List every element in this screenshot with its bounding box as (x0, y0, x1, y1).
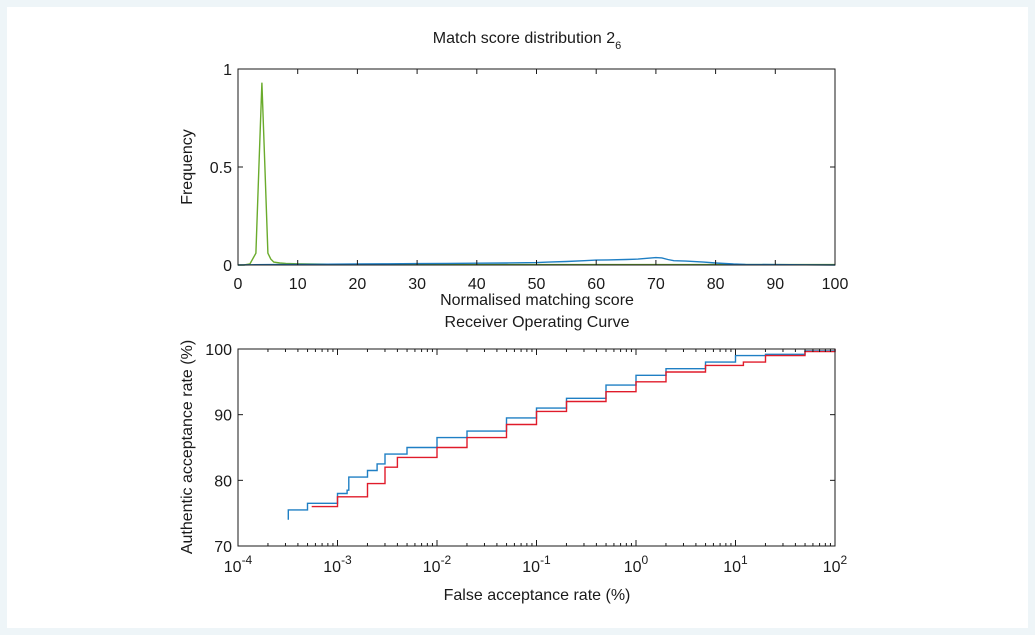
x-tick-label: 100 (624, 553, 649, 576)
x-tick-labels: 10-4 10-3 10-2 10-1 100 101 102 (224, 553, 848, 576)
y-tick-label: 0 (223, 258, 232, 275)
plot-box (237, 348, 836, 547)
figure-canvas: Match score distribution 26 0 10 20 30 40 50 6… (179, 30, 848, 604)
series-line-2 (237, 256, 836, 266)
chart-title: Receiver Operating Curve (445, 314, 630, 331)
x-tick-labels: 0 10 20 30 40 50 60 70 80 90 100 (234, 276, 849, 293)
series-lines (287, 349, 836, 520)
x-tick-label: 30 (408, 276, 426, 293)
x-axis-label: False acceptance rate (%) (444, 587, 631, 604)
figure-frame: Match score distribution 26 0 10 20 30 40 50 6… (7, 7, 1028, 628)
y-tick-label: 0.5 (210, 160, 232, 177)
x-tick-label: 80 (707, 276, 725, 293)
x-tick-label: 70 (647, 276, 665, 293)
x-tick-label: 102 (823, 553, 848, 576)
x-tick-label: 10-1 (522, 553, 551, 576)
x-tick-label: 90 (766, 276, 784, 293)
plot-box (237, 68, 836, 266)
tick-marks (237, 348, 836, 547)
roc-chart: Receiver Operating Curve 10-4 10-3 10-2 10-… (179, 314, 848, 604)
y-tick-label: 1 (223, 62, 232, 79)
series-lines (237, 82, 836, 266)
tick-marks (237, 68, 836, 266)
x-tick-label: 50 (528, 276, 546, 293)
score-distribution-chart: Match score distribution 26 0 10 20 30 40 50 6… (179, 30, 848, 309)
x-tick-label: 10-3 (323, 553, 352, 576)
roc-line-1 (287, 349, 836, 520)
x-tick-label: 40 (468, 276, 486, 293)
y-tick-label: 70 (214, 539, 232, 556)
y-tick-label: 90 (214, 408, 232, 425)
x-axis-label: Normalised matching score (440, 292, 634, 309)
y-tick-labels: 00.51 (210, 62, 232, 275)
y-tick-label: 100 (205, 342, 232, 359)
y-axis-label: Authentic acceptance rate (%) (179, 340, 196, 554)
series-line-1 (238, 82, 835, 266)
chart-title: Match score distribution 26 (433, 30, 621, 52)
y-tick-label: 80 (214, 473, 232, 490)
y-axis-label: Frequency (179, 129, 196, 205)
x-tick-label: 10-2 (423, 553, 452, 576)
x-tick-label: 0 (234, 276, 243, 293)
x-tick-label: 10 (289, 276, 307, 293)
x-tick-label: 20 (349, 276, 367, 293)
x-tick-label: 101 (723, 553, 748, 576)
roc-line-2 (311, 349, 836, 508)
x-tick-label: 60 (587, 276, 605, 293)
y-tick-labels: 70 80 90 100 (205, 342, 232, 556)
x-tick-label: 100 (822, 276, 849, 293)
x-tick-label: 10-4 (224, 553, 253, 576)
